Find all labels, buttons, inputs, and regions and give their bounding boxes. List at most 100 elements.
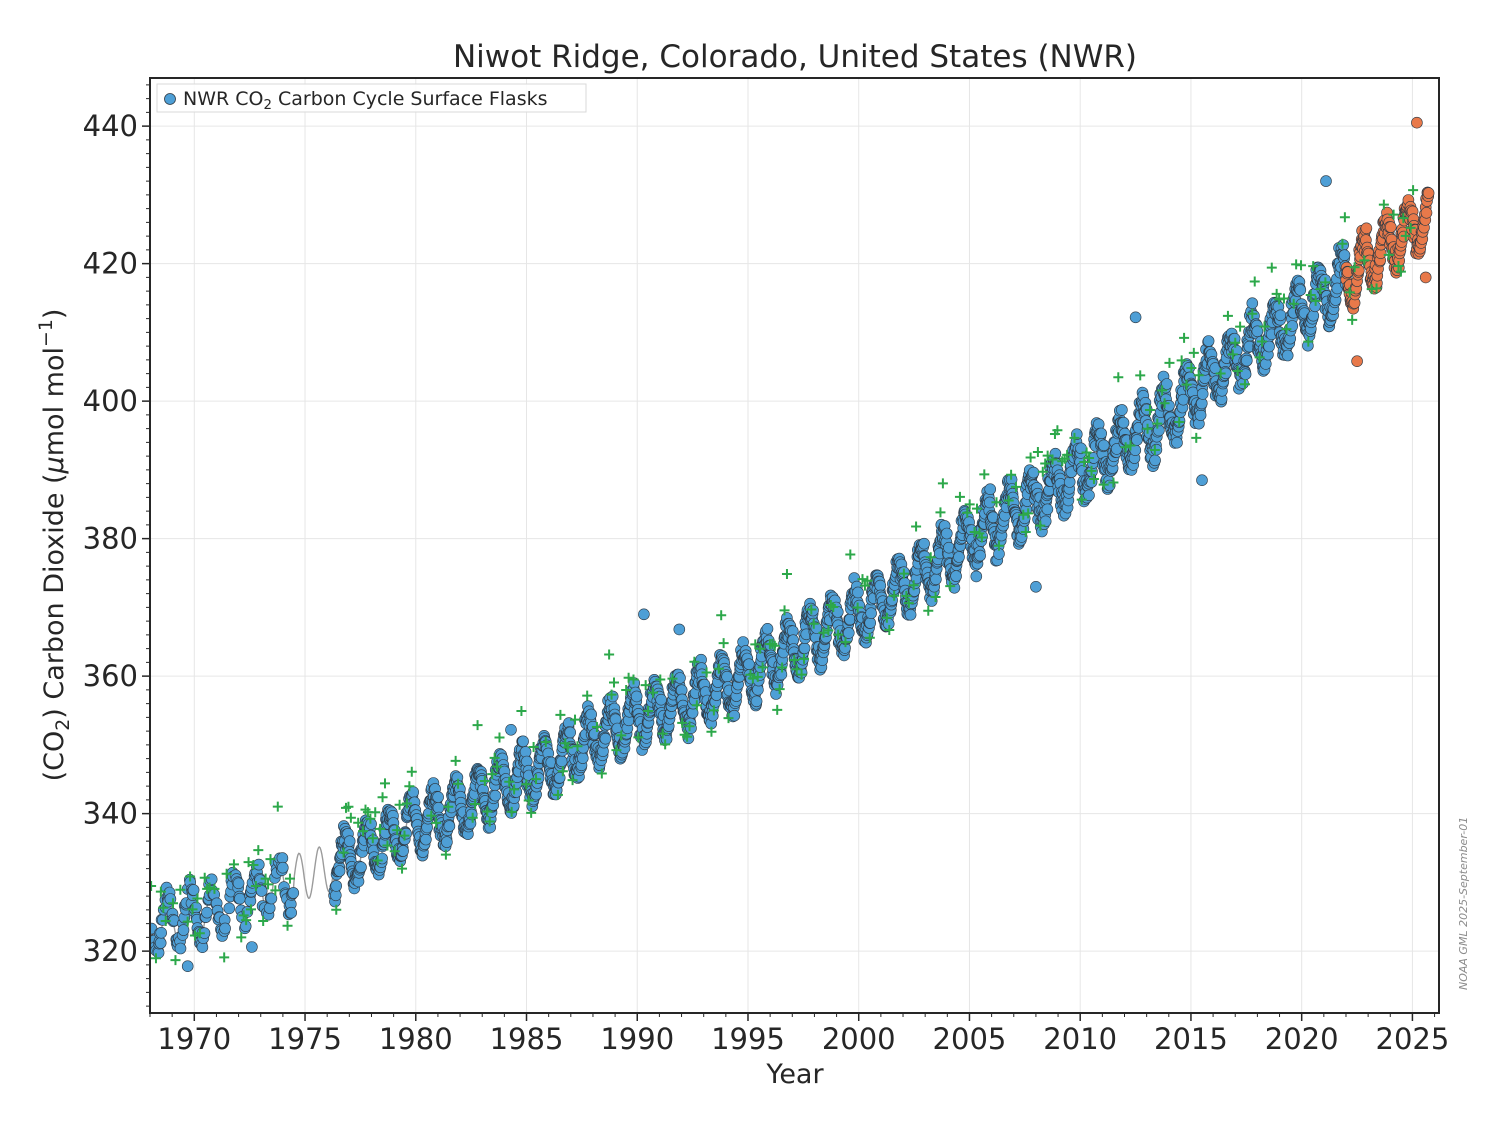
flask-point-609: [517, 735, 529, 748]
x-axis-ticks: 1970 1975 1980 1985 1990 1995 2000 2005 2010 2015…: [157, 1013, 1449, 1056]
notable-point-6: [1129, 311, 1142, 324]
flagged-point-161: [884, 625, 895, 636]
flask-point-1822: [1027, 466, 1040, 479]
flask-point-197: [343, 835, 356, 848]
flagged-point-222: [1174, 416, 1185, 427]
legend-label-sub: 2: [263, 98, 271, 113]
y-tick-label-380: 380: [83, 522, 138, 556]
flagged-point-6: [170, 955, 181, 966]
y-label-unit: mol mol: [39, 347, 70, 456]
flagged-point-212: [1120, 442, 1131, 453]
flask-point-1434: [864, 617, 877, 629]
flagged-point-31: [263, 879, 274, 890]
flagged-point-37: [331, 904, 342, 915]
flagged-point-208: [1088, 474, 1099, 485]
notable-point-8: [1320, 175, 1332, 187]
flagged-point-43: [358, 826, 369, 837]
y-label-sub: 2: [52, 719, 74, 731]
flagged-point-25: [245, 904, 256, 915]
flagged-point-142: [789, 655, 800, 666]
flagged-point-144: [796, 669, 807, 680]
flask-point-2354: [1251, 325, 1264, 338]
flagged-point-9: [185, 871, 196, 882]
flagged-point-155: [852, 602, 863, 613]
flask-point-434: [443, 820, 456, 832]
flagged-point-160: [881, 612, 892, 623]
flagged-point-85: [528, 742, 539, 753]
flagged-point-30: [260, 873, 271, 884]
flask-point-1060: [706, 709, 719, 722]
flagged-point-230: [1215, 368, 1226, 379]
flagged-point-7: [175, 884, 186, 895]
x-tick-label-1975: 1975: [268, 1022, 342, 1056]
preliminary-point-2671: [1385, 221, 1397, 233]
flagged-point-183: [993, 540, 1004, 551]
flagged-point-72: [482, 806, 493, 817]
flask-point-2111: [1149, 454, 1161, 467]
flagged-point-225: [1181, 379, 1192, 390]
flagged-point-0: [150, 881, 157, 892]
notable-point-4: [673, 623, 686, 636]
y-axis-ticks: 320 340 360 380 400 420 440: [83, 109, 150, 968]
flagged-point-201: [1062, 449, 1073, 460]
flagged-point-11: [189, 930, 200, 941]
flagged-point-258: [1344, 287, 1355, 298]
legend-label: NWR CO2 Carbon Cycle Surface Flasks: [183, 88, 548, 113]
flagged-point-127: [723, 713, 734, 724]
y-tick-label-440: 440: [83, 109, 138, 143]
flagged-point-143: [791, 664, 802, 675]
flagged-point-250: [1303, 336, 1314, 347]
legend: NWR CO2 Carbon Cycle Surface Flasks: [156, 83, 587, 113]
flagged-point-8: [182, 916, 193, 927]
flagged-point-132: [755, 643, 766, 654]
flagged-point-103: [616, 730, 627, 741]
flagged-point-174: [954, 491, 965, 502]
flagged-point-259: [1347, 314, 1358, 325]
flagged-point-16: [204, 882, 215, 893]
flagged-point-202: [1069, 432, 1080, 443]
flagged-point-188: [1020, 527, 1031, 538]
flask-point-1383: [842, 627, 855, 639]
flagged-point-77: [494, 732, 505, 743]
flagged-point-81: [516, 705, 527, 716]
y-tick-label-340: 340: [83, 797, 138, 831]
flagged-point-27: [250, 881, 261, 892]
flask-point-1190: [761, 622, 774, 635]
flask-point-2456: [1294, 284, 1307, 296]
y-tick-label-360: 360: [83, 659, 138, 693]
flask-point-2426: [1281, 349, 1294, 362]
flask-point-1638: [950, 570, 962, 582]
flask-point-1562: [918, 537, 930, 550]
flask-point-77: [205, 873, 218, 886]
y-tick-label-320: 320: [83, 934, 138, 968]
flagged-point-126: [718, 638, 729, 649]
x-axis-label: Year: [765, 1059, 824, 1090]
flagged-point-198: [1052, 425, 1063, 436]
flagged-point-227: [1188, 347, 1199, 358]
flagged-point-224: [1179, 332, 1190, 343]
flask-point-147: [276, 861, 289, 874]
flagged-point-170: [930, 591, 941, 602]
flask-point-1983: [1095, 427, 1107, 440]
flask-point-701: [555, 755, 568, 768]
flagged-point-88: [552, 789, 563, 800]
flagged-point-10: [187, 904, 198, 915]
flagged-point-194: [1040, 458, 1051, 469]
flagged-point-49: [372, 855, 383, 866]
notable-point-1: [246, 941, 258, 953]
flagged-point-84: [526, 807, 537, 818]
flagged-point-223: [1176, 355, 1187, 366]
flagged-point-93: [567, 775, 578, 786]
flagged-point-239: [1254, 352, 1265, 363]
flagged-point-257: [1339, 212, 1350, 223]
flagged-point-141: [781, 569, 792, 580]
flask-point-2382: [1263, 340, 1275, 353]
flagged-point-245: [1278, 293, 1289, 304]
flagged-point-190: [1025, 452, 1036, 463]
legend-box: [156, 83, 587, 113]
flagged-points-series: [150, 185, 1419, 966]
flask-point-407: [432, 791, 444, 803]
y-label-suffix: ): [39, 309, 70, 320]
flagged-point-76: [492, 761, 503, 772]
